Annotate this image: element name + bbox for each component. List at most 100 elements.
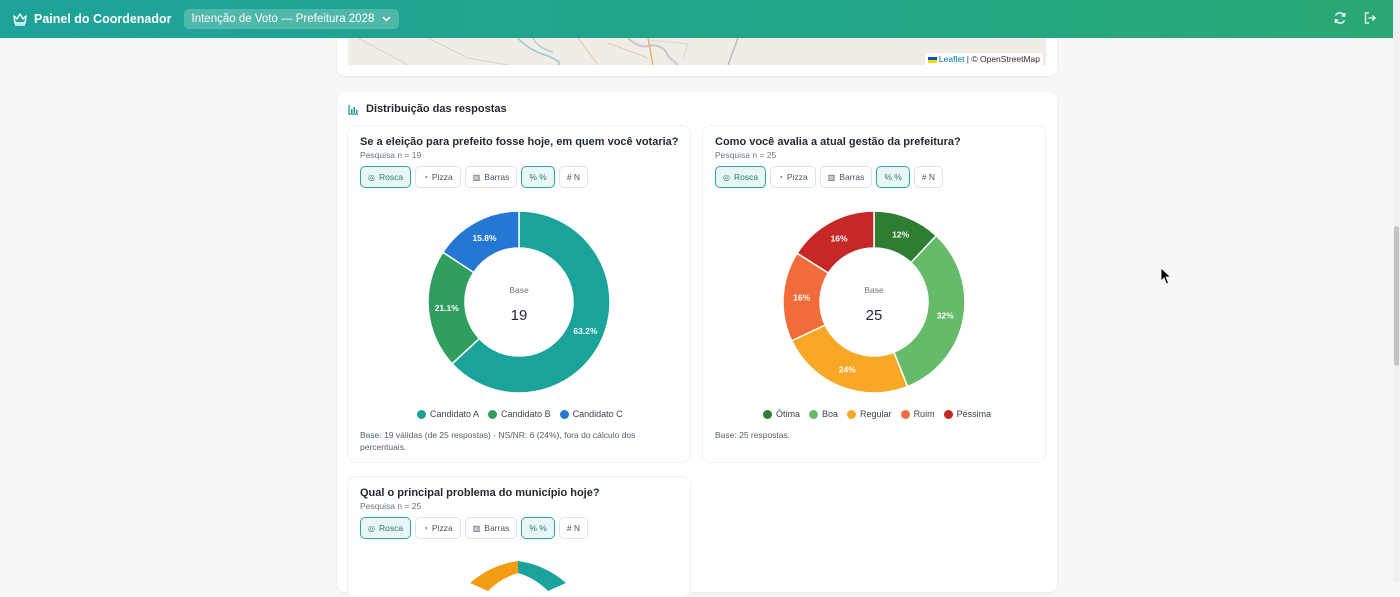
pizza-button[interactable]: ◔ Pizza bbox=[415, 517, 461, 539]
bar-icon: ▥ bbox=[472, 172, 481, 182]
legend-swatch bbox=[763, 409, 772, 419]
donut-slice-péssima[interactable] bbox=[796, 210, 875, 275]
legend-label: Ótima bbox=[776, 409, 801, 419]
donut-icon: ◎ bbox=[368, 172, 375, 182]
legend-item[interactable]: Ótima bbox=[763, 409, 800, 419]
bar-chart-icon bbox=[348, 104, 358, 115]
chart-legend-2: Ótima Boa Regular Ruim Péssima bbox=[763, 409, 991, 419]
rosca-button[interactable]: ◎ Rosca bbox=[360, 166, 412, 188]
osm-attribution: | © OpenStreetMap bbox=[964, 54, 1040, 64]
donut-slice-candidato-c[interactable] bbox=[441, 210, 520, 274]
chart-legend-1: Candidato A Candidato B Candidato C bbox=[417, 409, 623, 419]
legend-item[interactable]: Péssima bbox=[943, 409, 992, 419]
legend-label: Boa bbox=[822, 409, 839, 419]
question-subtitle: Pesquisa n = 25 bbox=[715, 150, 777, 160]
crown-icon bbox=[13, 13, 27, 26]
question-title: Se a eleição para prefeito fosse hoje, e… bbox=[360, 136, 679, 148]
slice-label: 16% bbox=[831, 233, 848, 243]
distribution-title: Distribuição das respostas bbox=[366, 103, 507, 115]
app-title: Painel do Coordenador bbox=[34, 12, 172, 26]
slice-label: 12% bbox=[892, 230, 909, 240]
rosca-button[interactable]: ◎ Rosca bbox=[715, 166, 767, 188]
chart-toolbar: ◎ Rosca ◔ Pizza ▥ Barras % % # N bbox=[360, 166, 589, 188]
top-bar: Painel do Coordenador Intenção de Voto —… bbox=[0, 0, 1393, 38]
donut-slice-regular[interactable] bbox=[790, 323, 909, 394]
slice-label: 32% bbox=[937, 311, 954, 321]
survey-select-value: Intenção de Voto — Prefeitura 2028 bbox=[191, 13, 375, 25]
map-card: Leaflet | © OpenStreetMap bbox=[337, 38, 1057, 76]
logout-icon[interactable] bbox=[1363, 11, 1377, 25]
chart-toolbar: ◎ Rosca ◔ Pizza ▥ Barras % % # N bbox=[715, 166, 944, 188]
rosca-button[interactable]: ◎ Rosca bbox=[360, 517, 412, 539]
legend-item[interactable]: Regular bbox=[847, 409, 892, 419]
legend-swatch bbox=[809, 409, 819, 419]
question-title: Qual o principal problema do município h… bbox=[360, 487, 600, 499]
legend-item[interactable]: Candidato C bbox=[559, 409, 623, 419]
ukraine-flag-icon bbox=[927, 56, 937, 63]
slice-label: 63.2% bbox=[573, 326, 598, 336]
question-subtitle: Pesquisa n = 19 bbox=[360, 150, 422, 160]
pie-icon: ◔ bbox=[423, 523, 428, 533]
donut-center-label: Base bbox=[864, 285, 884, 295]
donut-chart-2: 12% 32% 24% 16% 16% Base 25 bbox=[782, 210, 966, 394]
legend-item[interactable]: Ruim bbox=[900, 409, 935, 419]
mouse-cursor-icon bbox=[1160, 267, 1172, 285]
distribution-header: Distribuição das respostas bbox=[348, 103, 507, 115]
percent-button[interactable]: % % bbox=[521, 166, 555, 188]
legend-item[interactable]: Candidato B bbox=[488, 409, 551, 419]
survey-select[interactable]: Intenção de Voto — Prefeitura 2028 bbox=[183, 9, 400, 29]
donut-slice-candidato-a[interactable] bbox=[451, 210, 611, 394]
legend-swatch bbox=[559, 409, 569, 419]
slice-label: 24% bbox=[839, 364, 856, 374]
refresh-icon[interactable] bbox=[1333, 11, 1347, 25]
pie-icon: ◔ bbox=[778, 172, 783, 182]
slice-label: 16% bbox=[793, 292, 810, 302]
question-card-1: Se a eleição para prefeito fosse hoje, e… bbox=[348, 126, 690, 462]
legend-label: Péssima bbox=[956, 409, 992, 419]
count-button[interactable]: # N bbox=[558, 166, 589, 188]
chart-note: Base: 25 respostas. bbox=[715, 430, 791, 440]
legend-item[interactable]: Candidato A bbox=[417, 409, 479, 419]
brand[interactable]: Painel do Coordenador bbox=[12, 11, 172, 27]
legend-item[interactable]: Boa bbox=[809, 409, 838, 419]
count-button[interactable]: # N bbox=[558, 517, 589, 539]
chevron-down-icon bbox=[382, 16, 391, 22]
legend-swatch bbox=[488, 409, 498, 419]
donut-icon: ◎ bbox=[723, 172, 730, 182]
donut-slice-boa[interactable] bbox=[892, 234, 966, 388]
pizza-button[interactable]: ◔ Pizza bbox=[415, 166, 461, 188]
leaflet-link[interactable]: Leaflet bbox=[938, 54, 965, 64]
map-view[interactable] bbox=[348, 38, 1046, 65]
barras-button[interactable]: ▥ Barras bbox=[464, 517, 518, 539]
scrollbar[interactable] bbox=[1393, 0, 1400, 582]
donut-center-value: 19 bbox=[511, 307, 528, 324]
legend-swatch bbox=[943, 409, 953, 419]
barras-button[interactable]: ▥ Barras bbox=[464, 166, 518, 188]
question-title: Como você avalia a atual gestão da prefe… bbox=[715, 136, 961, 148]
scrollbar-thumb[interactable] bbox=[1394, 226, 1399, 366]
pie-icon: ◔ bbox=[423, 172, 428, 182]
barras-button[interactable]: ▥ Barras bbox=[819, 166, 873, 188]
chart-note: Base: 19 válidas (de 25 respostas) · NS/… bbox=[360, 430, 636, 452]
pizza-button[interactable]: ◔ Pizza bbox=[770, 166, 816, 188]
donut-center-value: 25 bbox=[866, 307, 883, 324]
percent-button[interactable]: % % bbox=[521, 517, 555, 539]
slice-label: 15.8% bbox=[472, 233, 497, 243]
question-subtitle: Pesquisa n = 25 bbox=[360, 501, 422, 511]
legend-label: Candidato A bbox=[430, 409, 480, 419]
count-button[interactable]: # N bbox=[913, 166, 944, 188]
slice-label: 21.1% bbox=[435, 303, 460, 313]
percent-button[interactable]: % % bbox=[876, 166, 910, 188]
legend-label: Candidato B bbox=[501, 409, 551, 419]
legend-label: Ruim bbox=[913, 409, 935, 419]
question-card-2: Como você avalia a atual gestão da prefe… bbox=[703, 126, 1045, 462]
bar-icon: ▥ bbox=[827, 172, 836, 182]
donut-chart-3-partial bbox=[470, 561, 566, 591]
bar-icon: ▥ bbox=[472, 523, 481, 533]
chart-toolbar: ◎ Rosca ◔ Pizza ▥ Barras % % # N bbox=[360, 517, 589, 539]
legend-swatch bbox=[847, 409, 857, 419]
legend-swatch bbox=[900, 409, 910, 419]
legend-swatch bbox=[417, 409, 426, 419]
legend-label: Candidato C bbox=[572, 409, 623, 419]
donut-center-label: Base bbox=[509, 285, 529, 295]
